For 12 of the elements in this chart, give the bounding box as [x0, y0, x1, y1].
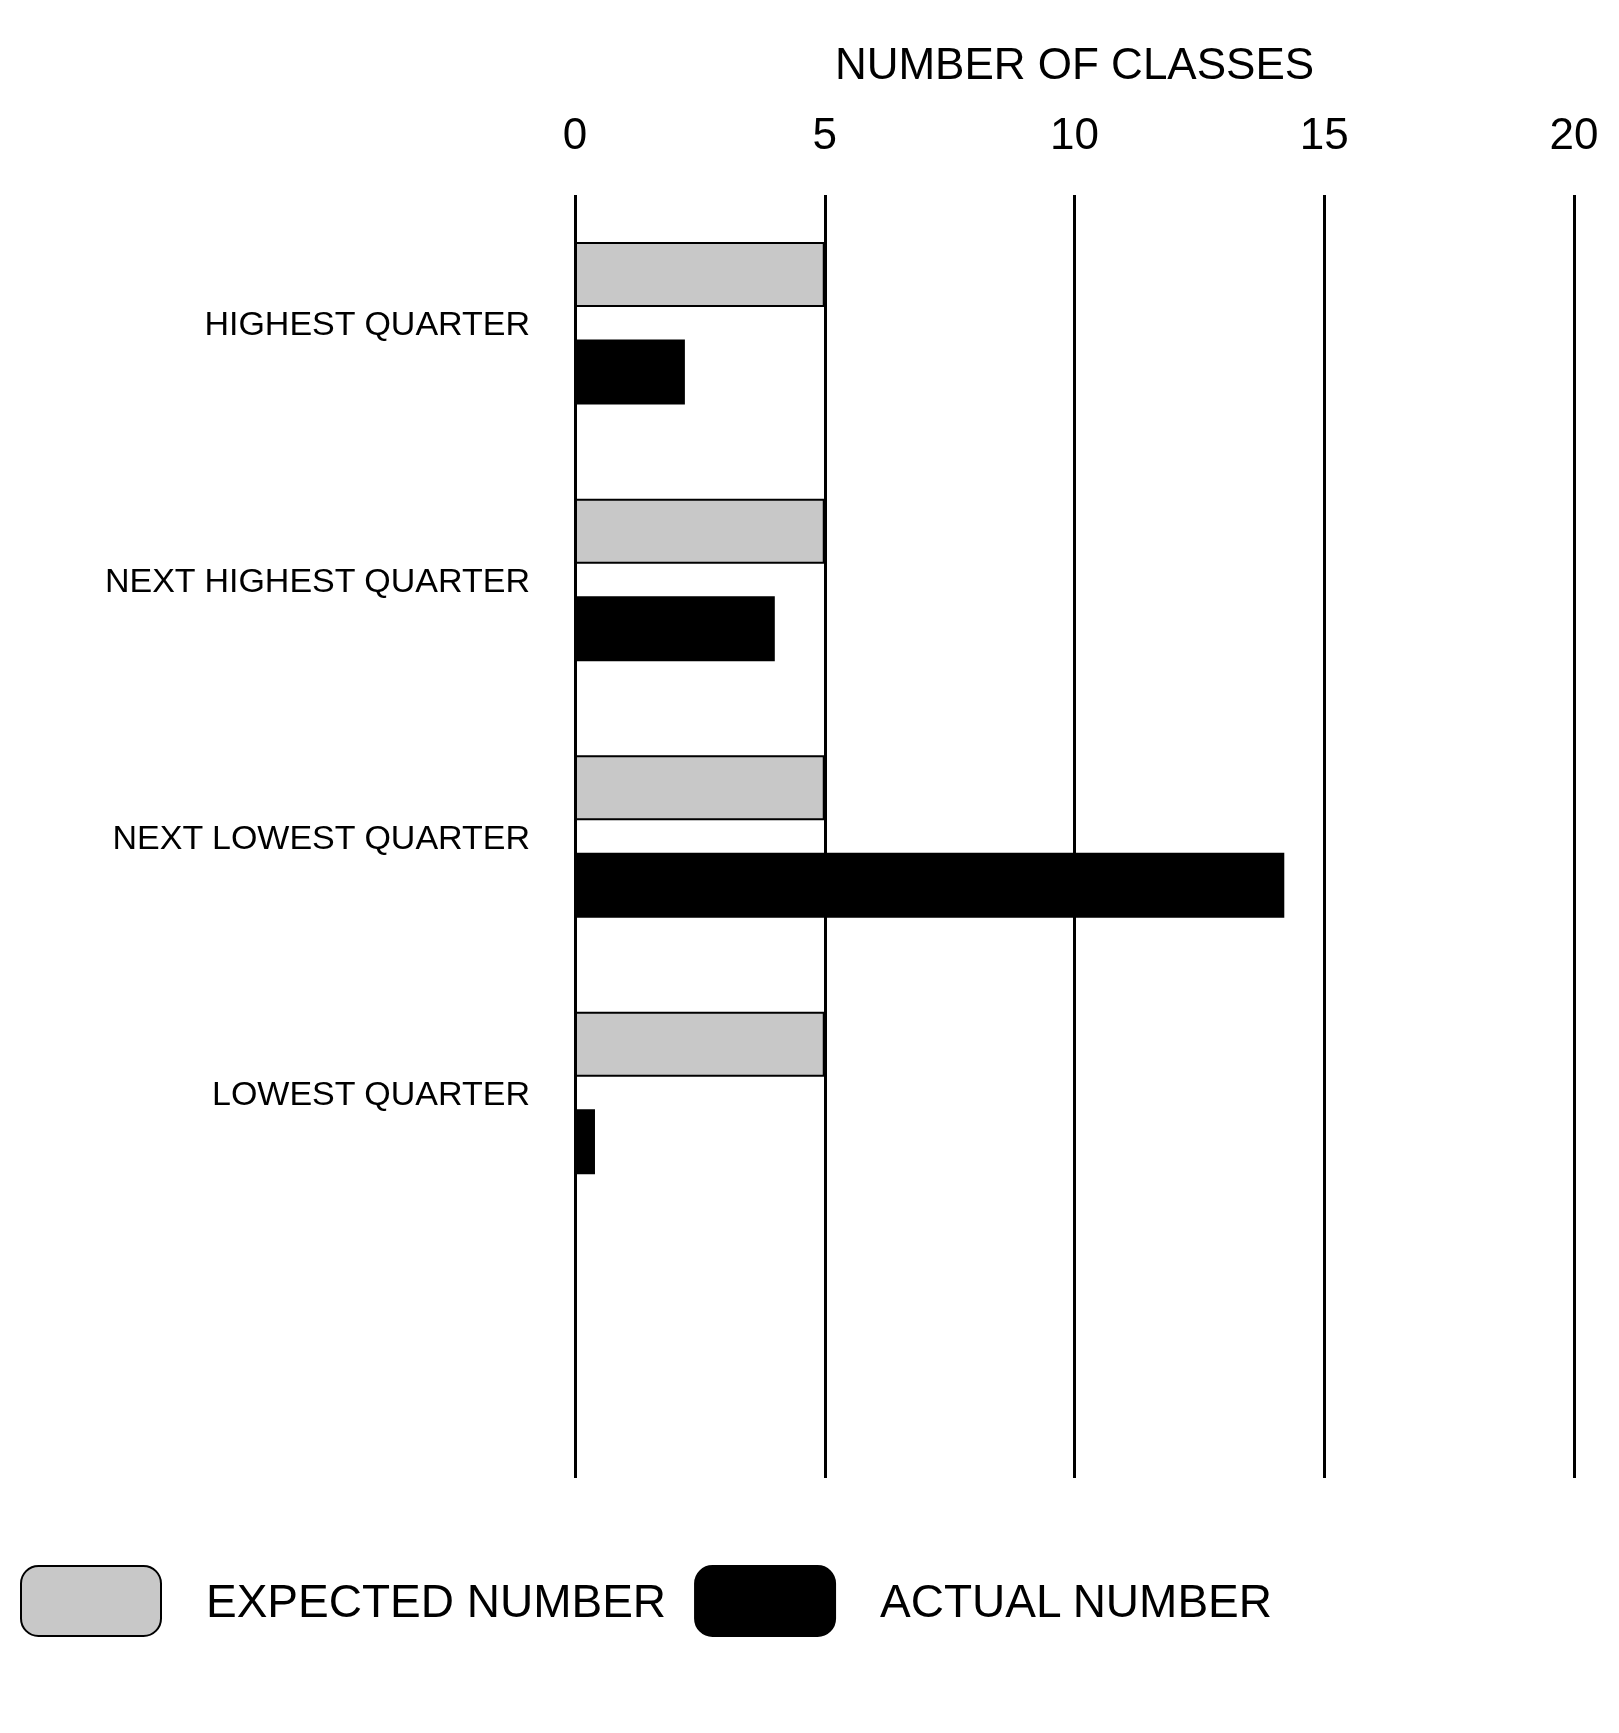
y-tick-label: NEXT HIGHEST QUARTER [104, 560, 530, 599]
x-tick-label: 10 [1050, 108, 1099, 158]
x-tick-label: 0 [562, 108, 588, 158]
x-axis-title: NUMBER OF CLASSES [834, 38, 1315, 88]
y-tick-label: LOWEST QUARTER [211, 1074, 530, 1113]
y-tick-label: NEXT LOWEST QUARTER [112, 817, 530, 856]
y-tick-label: HIGHEST QUARTER [204, 304, 530, 343]
legend-label: ACTUAL NUMBER [880, 1575, 1272, 1627]
legend-label: EXPECTED NUMBER [206, 1575, 667, 1627]
x-tick-label: 15 [1299, 108, 1349, 158]
x-tick-label: 20 [1549, 108, 1599, 158]
x-tick-label: 5 [812, 108, 837, 158]
